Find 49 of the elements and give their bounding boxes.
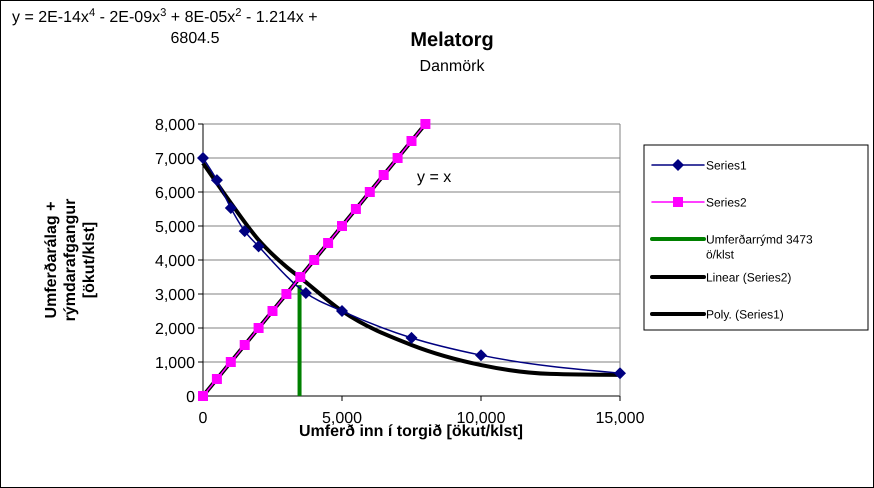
point xyxy=(323,238,334,248)
point xyxy=(300,286,312,299)
y-tick-label: 4,000 xyxy=(154,253,196,270)
y-tick-label: 6,000 xyxy=(154,185,196,202)
legend-label: Linear (Series2) xyxy=(706,270,792,284)
point xyxy=(336,305,348,317)
point xyxy=(475,349,487,362)
chart-subtitle: Danmörk xyxy=(420,58,486,75)
legend-label: Umferðarrýmd 3473 ö/klst xyxy=(706,232,814,262)
point xyxy=(281,289,292,299)
point xyxy=(254,323,264,333)
x-axis-title: Umferð inn í torgið [ökut/klst] xyxy=(299,423,523,440)
point xyxy=(212,374,222,384)
x-tick-label: 15,000 xyxy=(596,410,645,427)
point xyxy=(406,332,418,344)
point xyxy=(420,119,430,129)
y-tick-label: 8,000 xyxy=(154,117,196,134)
point xyxy=(238,225,251,238)
legend-label: Poly. (Series1) xyxy=(706,308,784,322)
legend-label: Series2 xyxy=(706,196,748,210)
point xyxy=(350,204,361,214)
point xyxy=(614,367,626,380)
y-tick-label: 1,000 xyxy=(154,355,196,372)
chart-title: Melatorg xyxy=(410,29,494,51)
text: y = 2E-14x$^{4}$ - 2E-09x$^{3}$ + 8E-05x$^{2}$ - 1.214x + 6804.5 xyxy=(12,7,318,47)
legend-label: Series1 xyxy=(706,158,748,172)
point xyxy=(252,240,265,252)
point xyxy=(309,255,320,265)
point xyxy=(240,340,250,350)
point xyxy=(268,306,278,316)
x-tick-label: 0 xyxy=(198,410,208,427)
y-tick-label: 3,000 xyxy=(154,287,196,304)
y-tick-label: 2,000 xyxy=(154,321,196,338)
point xyxy=(224,202,237,214)
point xyxy=(378,170,389,180)
point xyxy=(210,174,223,186)
point xyxy=(392,153,403,163)
y-tick-label: 5,000 xyxy=(154,219,196,236)
point xyxy=(198,391,208,401)
point xyxy=(295,272,306,282)
y-axis-title: Umferðarálag + rýmdarafgangur [ökut/klst] xyxy=(43,198,98,322)
point xyxy=(226,357,236,367)
y-tick-label: 7,000 xyxy=(154,151,196,168)
annotation: y = x xyxy=(417,169,452,186)
point xyxy=(364,187,375,197)
point xyxy=(337,221,347,231)
point xyxy=(197,152,209,164)
point xyxy=(406,136,416,146)
y-tick-label: 0 xyxy=(186,389,196,406)
